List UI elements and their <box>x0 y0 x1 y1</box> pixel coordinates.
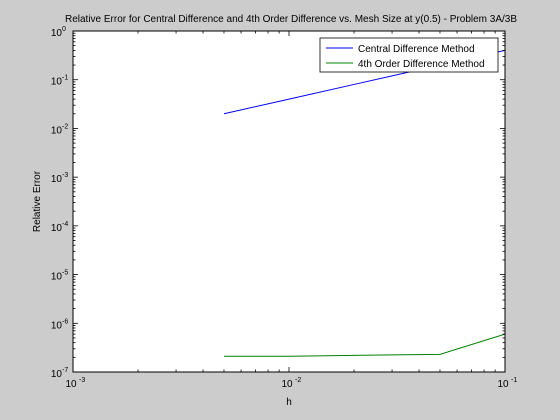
y-tick-exponent: -6 <box>62 318 68 325</box>
x-tick-label: 10 <box>281 379 293 390</box>
y-tick-label: 10 <box>51 369 63 380</box>
x-tick-exponent: -2 <box>295 377 301 384</box>
axes-area <box>73 31 505 372</box>
x-tick-label: 10 <box>65 379 77 390</box>
legend: Central Difference Method 4th Order Diffe… <box>319 37 499 73</box>
y-tick-exponent: -5 <box>62 270 68 277</box>
y-tick-label: 10 <box>51 125 63 136</box>
x-axis: 10 -3 10 -2 10 -1 <box>65 31 517 390</box>
legend-label-2: 4th Order Difference Method <box>358 59 485 70</box>
legend-box <box>319 37 499 73</box>
y-tick-exponent: -2 <box>62 123 68 130</box>
y-tick-exponent: -3 <box>62 172 68 179</box>
x-tick-label: 10 <box>497 379 509 390</box>
y-tick-label: 10 <box>51 77 63 88</box>
x-axis-label: h <box>286 397 292 408</box>
y-axis-label: Relative Error <box>32 170 43 232</box>
y-tick-exponent: -1 <box>62 75 68 82</box>
y-tick-label: 10 <box>51 223 63 234</box>
y-tick-exponent: 0 <box>62 26 66 33</box>
y-tick-label: 10 <box>51 174 63 185</box>
series-line-2 <box>223 333 505 357</box>
chart-title: Relative Error for Central Difference an… <box>65 14 517 25</box>
x-tick-exponent: -3 <box>79 377 85 384</box>
y-tick-exponent: -7 <box>62 367 68 374</box>
y-tick-label: 10 <box>51 28 63 39</box>
legend-label-1: Central Difference Method <box>358 44 475 55</box>
y-tick-label: 10 <box>51 272 63 283</box>
y-tick-exponent: -4 <box>62 221 68 228</box>
y-tick-label: 10 <box>51 320 63 331</box>
x-tick-exponent: -1 <box>511 377 517 384</box>
